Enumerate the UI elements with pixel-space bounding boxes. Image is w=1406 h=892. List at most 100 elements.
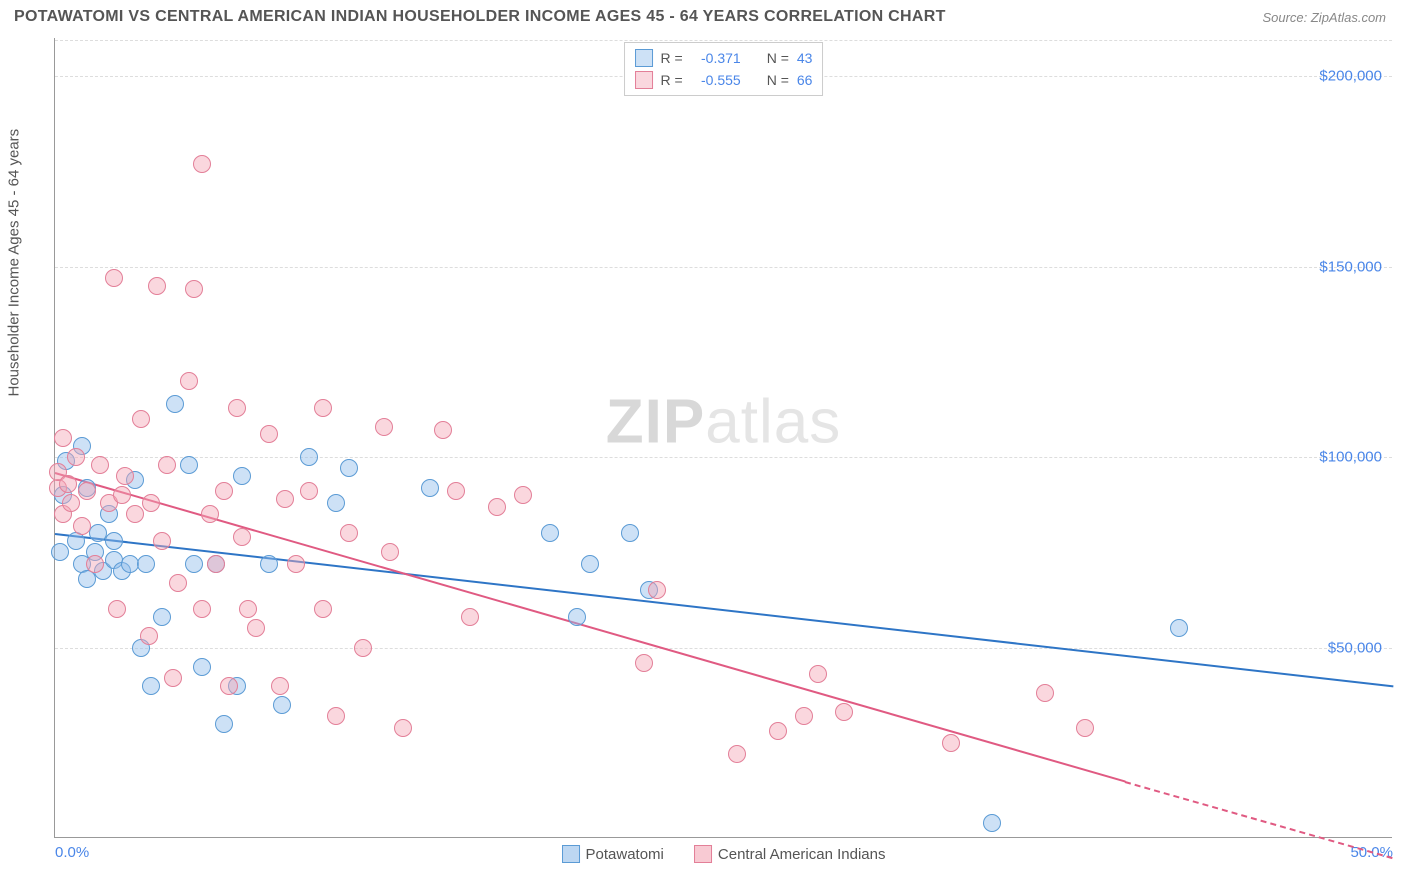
chart-title: POTAWATOMI VS CENTRAL AMERICAN INDIAN HO… (14, 8, 946, 26)
plot-area: ZIPatlas R =-0.371N =43R =-0.555N =66 Po… (54, 38, 1392, 838)
y-tick-label: $150,000 (1319, 258, 1382, 275)
legend-label: Central American Indians (718, 846, 886, 863)
gridline (55, 40, 1392, 41)
gridline (55, 648, 1392, 649)
source-attribution: Source: ZipAtlas.com (1262, 10, 1386, 25)
data-point (942, 734, 960, 752)
data-point (769, 722, 787, 740)
data-point (108, 600, 126, 618)
r-value: -0.371 (691, 50, 741, 66)
data-point (287, 555, 305, 573)
data-point (153, 608, 171, 626)
data-point (728, 745, 746, 763)
legend-swatch (694, 845, 712, 863)
legend-swatch (635, 49, 653, 67)
legend-row: R = -0.371 N = 43 (635, 47, 813, 69)
gridline (55, 457, 1392, 458)
data-point (207, 555, 225, 573)
data-point (340, 459, 358, 477)
data-point (1076, 719, 1094, 737)
y-tick-label: $200,000 (1319, 68, 1382, 85)
legend-swatch (635, 71, 653, 89)
legend-swatch (562, 845, 580, 863)
data-point (514, 486, 532, 504)
data-point (635, 654, 653, 672)
data-point (394, 719, 412, 737)
data-point (116, 467, 134, 485)
data-point (447, 482, 465, 500)
data-point (354, 639, 372, 657)
data-point (327, 494, 345, 512)
data-point (1170, 619, 1188, 637)
data-point (201, 505, 219, 523)
data-point (73, 517, 91, 535)
data-point (215, 715, 233, 733)
data-point (166, 395, 184, 413)
data-point (180, 456, 198, 474)
data-point (327, 707, 345, 725)
data-point (62, 494, 80, 512)
data-point (271, 677, 289, 695)
data-point (137, 555, 155, 573)
data-point (91, 456, 109, 474)
data-point (142, 677, 160, 695)
x-tick-label: 0.0% (55, 844, 89, 861)
data-point (185, 555, 203, 573)
data-point (300, 482, 318, 500)
data-point (169, 574, 187, 592)
data-point (247, 619, 265, 637)
data-point (541, 524, 559, 542)
data-point (809, 665, 827, 683)
n-label: N = (767, 50, 789, 66)
data-point (126, 505, 144, 523)
data-point (185, 280, 203, 298)
trend-line (1125, 781, 1393, 859)
data-point (239, 600, 257, 618)
data-point (148, 277, 166, 295)
data-point (105, 269, 123, 287)
data-point (381, 543, 399, 561)
y-axis-title: Householder Income Ages 45 - 64 years (6, 129, 23, 397)
scatter-chart: Householder Income Ages 45 - 64 years ZI… (54, 38, 1392, 838)
data-point (233, 528, 251, 546)
data-point (260, 425, 278, 443)
data-point (193, 600, 211, 618)
legend-item: Central American Indians (694, 845, 886, 863)
r-label: R = (661, 50, 683, 66)
data-point (140, 627, 158, 645)
data-point (581, 555, 599, 573)
data-point (340, 524, 358, 542)
legend-label: Potawatomi (586, 846, 664, 863)
data-point (273, 696, 291, 714)
data-point (233, 467, 251, 485)
data-point (568, 608, 586, 626)
data-point (314, 399, 332, 417)
data-point (795, 707, 813, 725)
data-point (983, 814, 1001, 832)
data-point (193, 658, 211, 676)
data-point (220, 677, 238, 695)
r-label: R = (661, 72, 683, 88)
n-value: 66 (797, 72, 813, 88)
data-point (314, 600, 332, 618)
data-point (375, 418, 393, 436)
data-point (260, 555, 278, 573)
data-point (648, 581, 666, 599)
data-point (78, 482, 96, 500)
data-point (67, 448, 85, 466)
data-point (421, 479, 439, 497)
data-point (1036, 684, 1054, 702)
data-point (215, 482, 233, 500)
data-point (461, 608, 479, 626)
data-point (488, 498, 506, 516)
data-point (164, 669, 182, 687)
data-point (86, 555, 104, 573)
data-point (180, 372, 198, 390)
n-value: 43 (797, 50, 813, 66)
data-point (300, 448, 318, 466)
correlation-legend: R =-0.371N =43R =-0.555N =66 (624, 42, 824, 96)
data-point (193, 155, 211, 173)
data-point (835, 703, 853, 721)
data-point (434, 421, 452, 439)
data-point (142, 494, 160, 512)
